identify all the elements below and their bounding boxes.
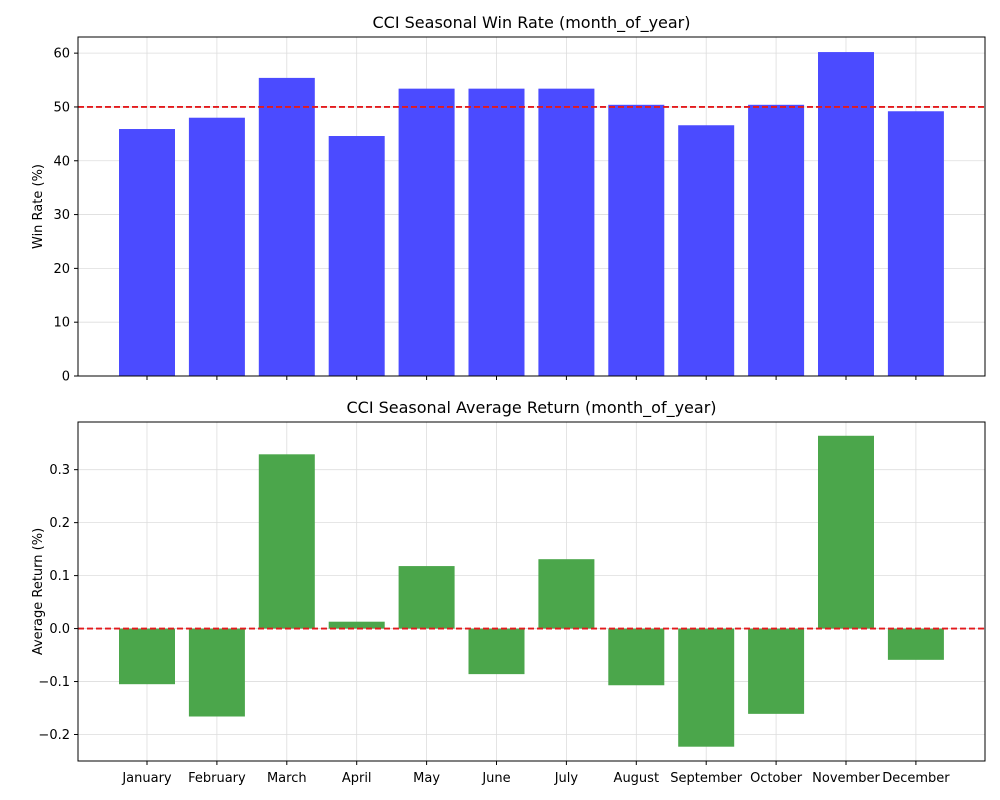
bar-november (818, 435, 874, 629)
y-tick-label: 10 (53, 316, 70, 331)
bar-september (678, 125, 735, 376)
x-tick-label: July (554, 771, 579, 786)
y-tick-label: 50 (53, 100, 70, 115)
bar-july (538, 88, 595, 377)
chart-panel-1: 0 10 20 30 40 50 60 CCI Seasonal Win Rate (mont… (31, 13, 986, 385)
x-tick-label: February (188, 771, 246, 786)
y-axis-label: Average Return (%) (31, 528, 46, 655)
y-axis-label: Win Rate (%) (31, 164, 46, 249)
bar-august (608, 628, 665, 686)
bar-march (258, 454, 315, 629)
bar-december (887, 628, 944, 660)
x-tick-label: December (882, 771, 950, 786)
x-tick-label: March (267, 771, 307, 786)
x-tick-label: May (413, 771, 440, 786)
bar-january (119, 628, 175, 685)
bar-december (887, 111, 944, 376)
bar-march (258, 77, 315, 377)
y-tick-label: 0.3 (49, 463, 70, 478)
bar-september (678, 628, 735, 747)
y-tick-label: 20 (53, 262, 70, 277)
y-tick-label: 30 (53, 208, 70, 223)
y-tick-label: 0.0 (49, 622, 70, 637)
x-tick-label: June (481, 771, 510, 786)
bar-october (748, 104, 805, 377)
bar-june (468, 88, 525, 377)
bar-january (119, 129, 175, 376)
chart-panel-2: −0.2 −0.1 0.0 0.1 0.2 0.3 January February March… (31, 398, 986, 786)
axes-frame (77, 36, 986, 377)
x-tick-label: August (614, 771, 660, 786)
bar-february (188, 117, 245, 376)
y-tick-label: 0.1 (49, 569, 70, 584)
x-tick-label: October (750, 771, 803, 786)
bar-april (328, 136, 385, 376)
chart-title: CCI Seasonal Win Rate (month_of_year) (373, 13, 691, 33)
chart-title: CCI Seasonal Average Return (month_of_ye… (346, 398, 716, 418)
x-tick-label: November (812, 771, 880, 786)
bar-november (818, 52, 874, 377)
bar-august (608, 104, 665, 377)
bar-february (188, 628, 245, 717)
x-tick-label: September (670, 771, 743, 786)
axes-frame (77, 421, 986, 762)
x-tick-label: April (342, 771, 372, 786)
y-tick-label: 40 (53, 154, 70, 169)
bar-october (748, 628, 805, 714)
bar-june (468, 628, 525, 675)
y-tick-label: 60 (53, 47, 70, 62)
x-tick-label: January (121, 771, 172, 786)
bar-july (538, 559, 595, 629)
y-tick-label: −0.2 (38, 728, 70, 743)
y-tick-label: −0.1 (38, 675, 70, 690)
bar-may (398, 566, 455, 629)
bar-april (328, 621, 385, 629)
y-tick-label: 0 (62, 370, 70, 385)
y-tick-label: 0.2 (49, 516, 70, 531)
bar-may (398, 88, 455, 377)
